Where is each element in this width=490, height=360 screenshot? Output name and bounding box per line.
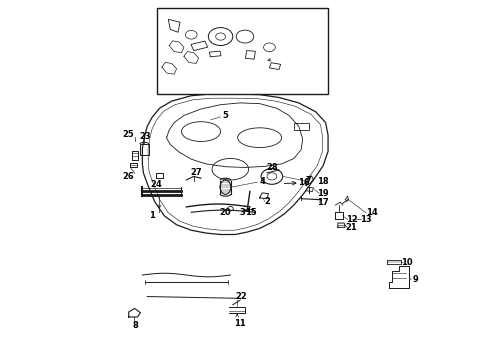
Text: 8: 8 — [132, 321, 138, 330]
Text: 21: 21 — [345, 223, 357, 232]
Text: 28: 28 — [266, 163, 278, 172]
Text: 17: 17 — [318, 198, 329, 207]
Text: 1: 1 — [149, 211, 155, 220]
Text: 27: 27 — [190, 168, 202, 177]
Text: 10: 10 — [401, 258, 413, 267]
Text: 4: 4 — [259, 176, 265, 185]
Text: 2: 2 — [264, 197, 270, 206]
Text: 25: 25 — [123, 130, 135, 139]
Text: 13: 13 — [360, 215, 372, 224]
Text: 15: 15 — [245, 208, 257, 217]
Text: 12: 12 — [345, 215, 357, 224]
Text: 6: 6 — [274, 54, 280, 63]
Text: 5: 5 — [222, 111, 228, 120]
Text: 18: 18 — [318, 176, 329, 185]
Text: 16: 16 — [298, 178, 310, 187]
Text: 22: 22 — [235, 292, 247, 301]
Text: 26: 26 — [123, 172, 135, 181]
Text: 9: 9 — [412, 275, 418, 284]
Bar — [245, 51, 255, 59]
Text: 20: 20 — [220, 208, 231, 217]
Bar — [157, 8, 328, 94]
Bar — [140, 144, 149, 155]
Bar — [294, 123, 309, 130]
Text: 24: 24 — [150, 180, 162, 189]
Text: 23: 23 — [139, 132, 150, 141]
Text: 11: 11 — [234, 319, 246, 328]
Text: 14: 14 — [366, 208, 378, 217]
Bar — [209, 51, 221, 57]
Text: 19: 19 — [318, 189, 329, 198]
Text: 7: 7 — [306, 176, 311, 185]
Bar — [191, 41, 208, 50]
Text: 3: 3 — [240, 208, 245, 217]
Bar — [270, 63, 281, 69]
